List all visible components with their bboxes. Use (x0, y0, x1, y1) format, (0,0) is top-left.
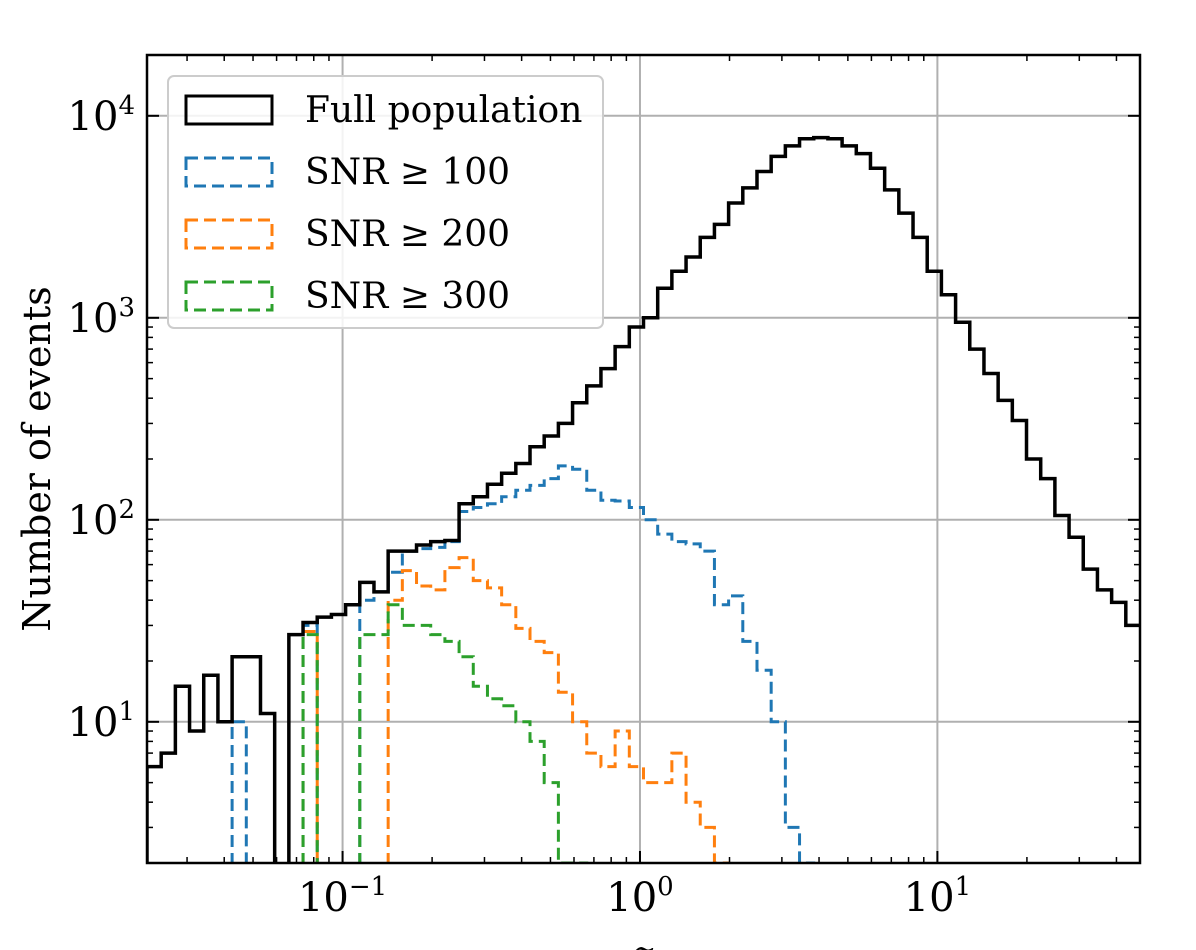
x-tick-label: 100 (606, 872, 673, 921)
legend-swatch-2 (184, 218, 274, 250)
legend-label-0: Full population (305, 90, 582, 131)
x-tick-label: 10−1 (298, 872, 387, 921)
series-line-1 (230, 464, 816, 863)
y-axis-label: Number of events (15, 286, 59, 632)
series-layer (147, 135, 1140, 863)
legend-swatch-1 (184, 156, 274, 188)
legend-label-2: SNR ≥ 200 (305, 214, 510, 255)
x-tick-labels: 10−1 100 101 (298, 872, 971, 921)
x-tick-label: 101 (904, 872, 971, 921)
x-axis-label: z (632, 933, 654, 950)
y-tick-labels: 101 102 103 104 (68, 91, 135, 746)
y-tick-label: 104 (68, 91, 135, 140)
series-line-0 (147, 135, 1140, 863)
legend-box (167, 75, 604, 329)
y-tick-label: 102 (68, 495, 135, 544)
series-line-2 (301, 556, 731, 863)
legend-swatch-0 (184, 94, 274, 126)
legend-label-3: SNR ≥ 300 (305, 276, 510, 317)
legend: Full population SNR ≥ 100 SNR ≥ 200 SNR ≥ 3… (167, 75, 604, 329)
y-tick-label: 103 (68, 293, 135, 342)
ticks (147, 55, 1140, 863)
legend-swatch-3 (184, 280, 274, 312)
legend-label-1: SNR ≥ 100 (305, 152, 510, 193)
series-line-3 (301, 603, 589, 863)
y-tick-label: 101 (68, 697, 135, 746)
